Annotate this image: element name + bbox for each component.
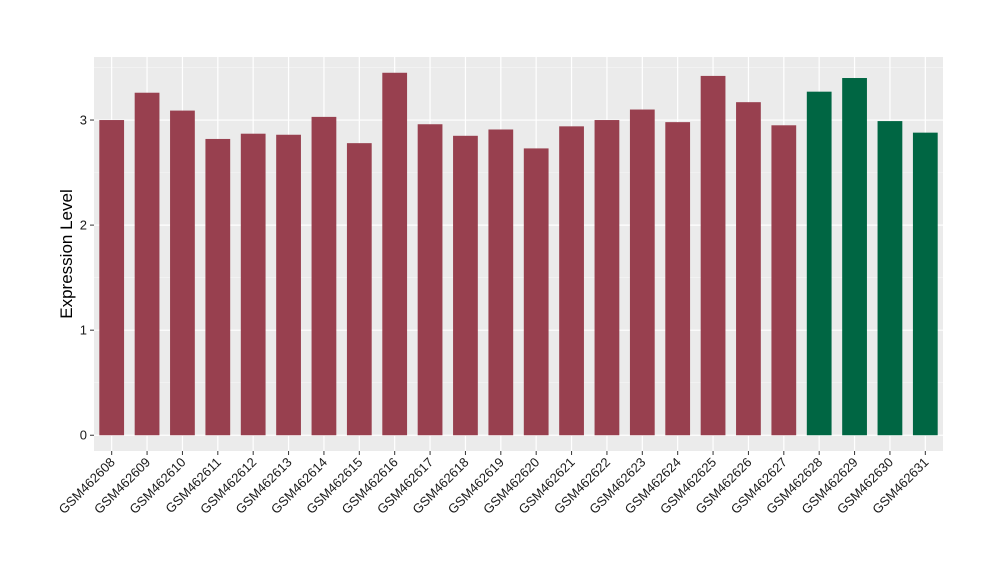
bar-GSM462626 [736, 102, 761, 436]
bar-GSM462618 [453, 135, 478, 436]
bar-GSM462627 [771, 125, 797, 436]
y-tick-label: 3 [80, 113, 87, 128]
bar-GSM462625 [700, 75, 726, 436]
y-tick-label: 2 [80, 218, 87, 233]
bar-GSM462611 [205, 138, 231, 436]
y-axis-title: Expression Level [57, 189, 76, 318]
bar-GSM462612 [240, 133, 266, 436]
bar-GSM462613 [276, 134, 301, 436]
bar-GSM462621 [559, 126, 584, 436]
bar-GSM462616 [382, 72, 408, 436]
bar-GSM462624 [665, 122, 691, 436]
y-tick-label: 1 [80, 323, 87, 338]
bar-GSM462614 [311, 116, 337, 436]
bar-GSM462617 [417, 124, 443, 436]
bar-GSM462629 [842, 78, 867, 436]
bar-GSM462628 [806, 91, 832, 436]
bar-GSM462623 [629, 109, 655, 436]
y-axis: 0 1 2 3 [80, 113, 94, 443]
y-tick-label: 0 [80, 428, 87, 443]
bar-GSM462610 [170, 110, 195, 436]
bar-GSM462620 [523, 148, 549, 436]
bar-GSM462619 [488, 129, 514, 436]
bar-GSM462609 [134, 92, 160, 436]
panel-background [94, 57, 943, 451]
bar-GSM462608 [99, 120, 125, 436]
bars [99, 72, 938, 436]
x-axis: GSM462608GSM462609GSM462610GSM462611GSM4… [56, 451, 931, 517]
bar-GSM462631 [912, 132, 938, 436]
bar-GSM462615 [346, 143, 372, 436]
bar-GSM462630 [877, 121, 903, 436]
bar-GSM462622 [594, 120, 620, 436]
